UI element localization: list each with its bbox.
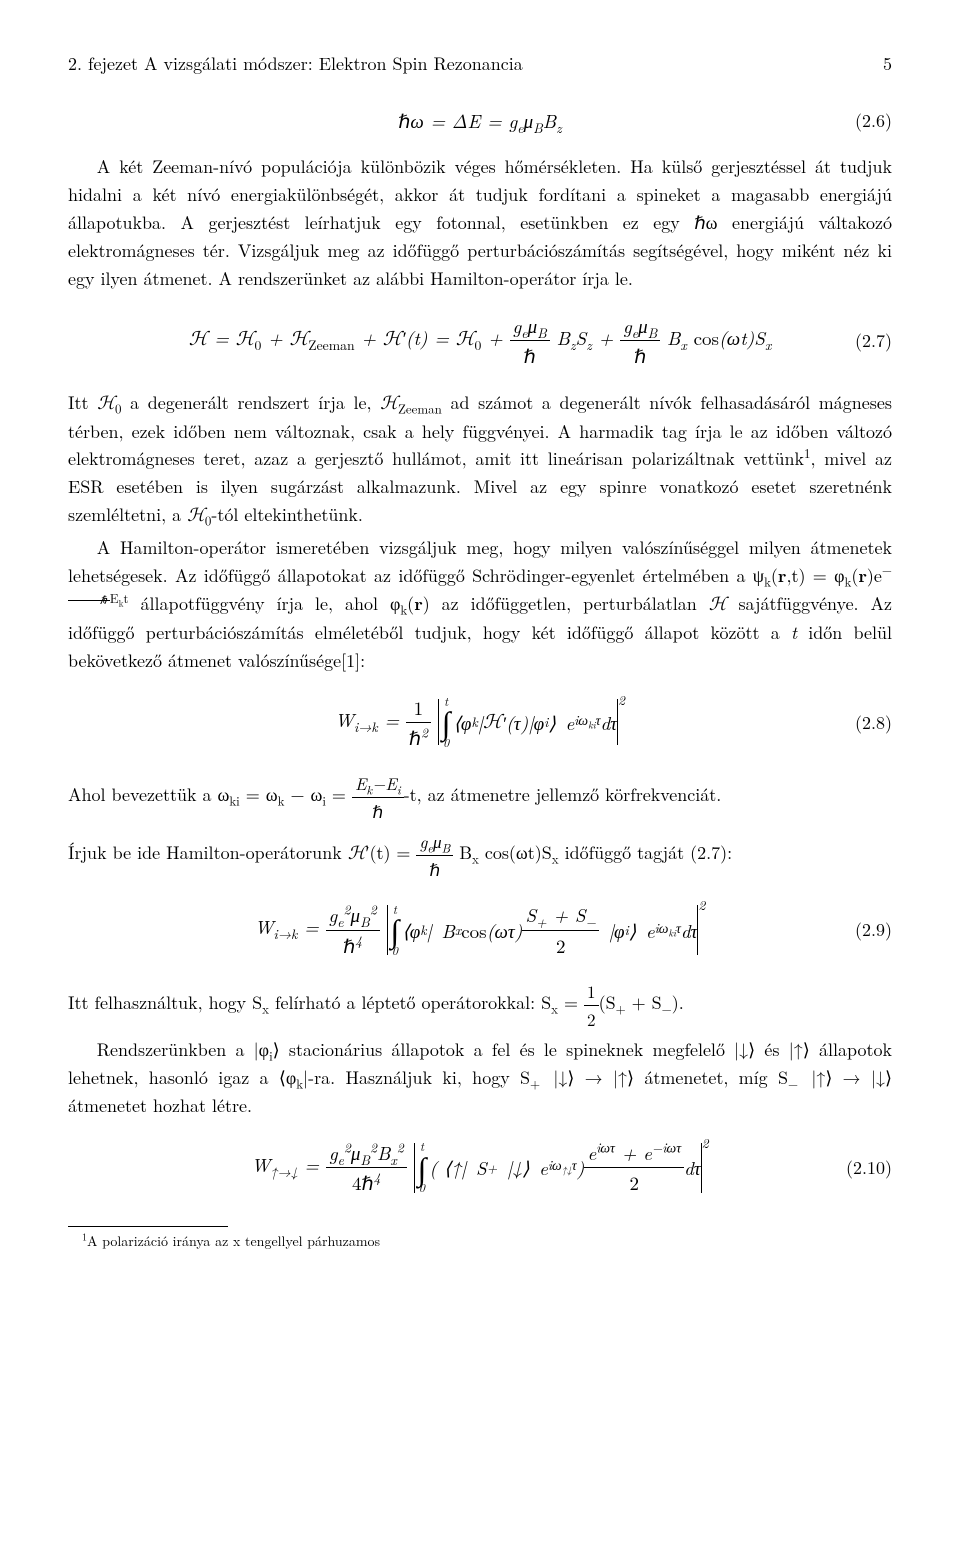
equation-2-7-number: (2.7) — [855, 327, 892, 355]
footnote-rule — [68, 1226, 228, 1227]
paragraph-2a: Itt ℋ0 a degenerált rendszert írja le, ℋ… — [68, 390, 892, 472]
header-pagenum: 5 — [883, 50, 892, 78]
paragraph-1: A két Zeeman-nívó populációja különbözik… — [68, 153, 892, 292]
equation-2-8-number: (2.8) — [855, 709, 892, 737]
equation-2-6: ℏω = ΔE = geμBBz (2.6) — [68, 106, 892, 135]
footnote-marker-1: 1 — [804, 443, 810, 462]
footnote-1-text: A polarizáció iránya az x tengellyel pár… — [87, 1231, 380, 1251]
paragraph-4b: Írjuk be ide Hamilton-operátorunk ℋ′(t) … — [68, 828, 892, 882]
equation-2-8-body: Wi→k = 1ℏ2 t∫0 ⟨φk|ℋ′(τ)|φi⟩ eiωkiτdτ 2 — [68, 693, 892, 753]
paragraph-4a: Ahol bevezettük a ωki = ωk − ωi = Ek−Eiℏ… — [68, 770, 892, 824]
paragraph-2: Itt ℋ0 a degenerált rendszert írja le, ℋ… — [68, 389, 892, 530]
equation-2-6-body: ℏω = ΔE = geμBBz — [68, 106, 892, 135]
paragraph-5b: Rendszerünkben a |φi⟩ stacionárius állap… — [68, 1036, 892, 1120]
paragraph-5a: Itt felhasználtuk, hogy Sx felírható a l… — [68, 978, 892, 1032]
running-header: 2. fejezet A vizsgálati módszer: Elektro… — [68, 50, 892, 78]
equation-2-9-body: Wi→k = ge2μB2ℏ4 t∫0 ⟨φk| Bx cos(ωτ) S+ +… — [68, 900, 892, 960]
equation-2-9-number: (2.9) — [855, 916, 892, 944]
paragraph-3: A Hamilton-operátor ismeretében vizsgálj… — [68, 534, 892, 674]
equation-2-7-body: ℋ = ℋ0 + ℋZeeman + ℋ′(t) = ℋ0 + geμBℏ Bz… — [68, 311, 892, 371]
equation-2-7: ℋ = ℋ0 + ℋZeeman + ℋ′(t) = ℋ0 + geμBℏ Bz… — [68, 311, 892, 371]
equation-2-9: Wi→k = ge2μB2ℏ4 t∫0 ⟨φk| Bx cos(ωτ) S+ +… — [68, 900, 892, 960]
equation-2-6-number: (2.6) — [855, 107, 892, 135]
equation-2-8: Wi→k = 1ℏ2 t∫0 ⟨φk|ℋ′(τ)|φi⟩ eiωkiτdτ 2 … — [68, 693, 892, 753]
footnote-1: 1A polarizáció iránya az x tengellyel pá… — [68, 1231, 892, 1253]
equation-2-10-number: (2.10) — [846, 1154, 892, 1182]
header-left: 2. fejezet A vizsgálati módszer: Elektro… — [68, 50, 523, 78]
equation-2-10-body: W↑→↓ = ge2μB2Bx24ℏ4 t∫0 ( ⟨↑| S+ |↓⟩ eiω… — [68, 1138, 892, 1198]
equation-2-10: W↑→↓ = ge2μB2Bx24ℏ4 t∫0 ( ⟨↑| S+ |↓⟩ eiω… — [68, 1138, 892, 1198]
